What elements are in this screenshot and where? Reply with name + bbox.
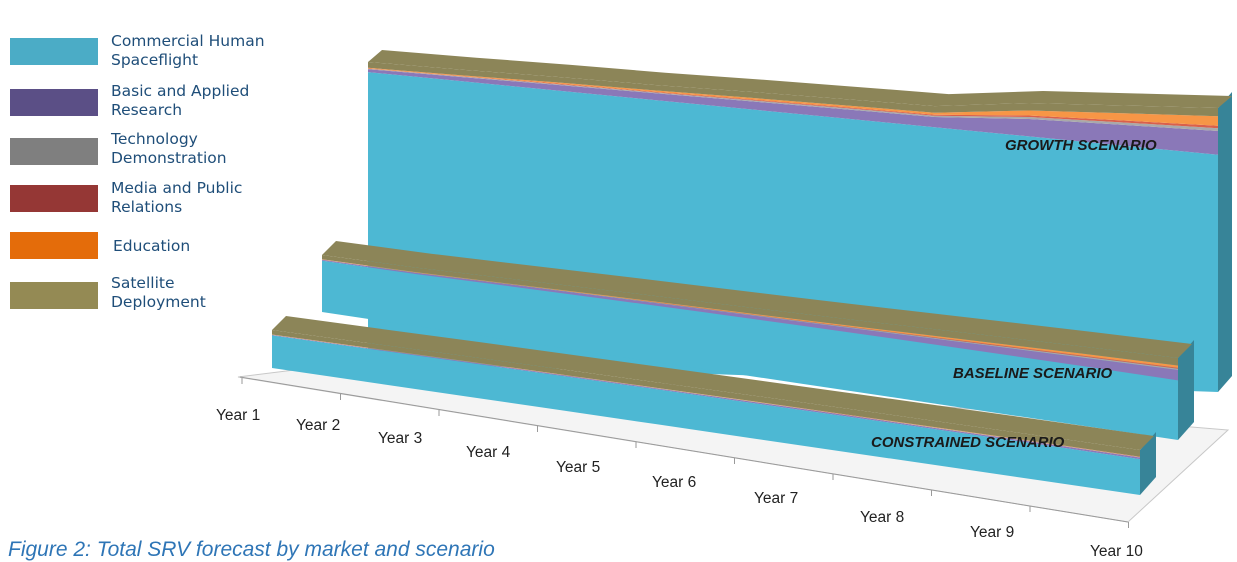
top-face-baseline-scenario	[322, 241, 1192, 358]
area-growth-scenario-media-and-public-relations	[368, 68, 1218, 129]
scenario-label-constrained-scenario: CONSTRAINED SCENARIO	[871, 434, 1065, 451]
figure-caption: Figure 2: Total SRV forecast by market a…	[8, 538, 495, 561]
area-growth-scenario-technology-demonstration	[368, 68, 1218, 131]
legend-label-commercial-human-spaceflight: Commercial Human Spaceflight	[111, 32, 265, 69]
scenario-label-baseline-scenario: BASELINE SCENARIO	[953, 365, 1113, 382]
top-face-growth-scenario	[368, 50, 1232, 108]
scenario-end-face-growth-scenario	[1218, 92, 1232, 392]
legend-label-media-and-public-relations: Media and Public Relations	[111, 179, 243, 216]
area-constrained-scenario-commercial-human-spaceflight	[272, 335, 1140, 495]
scenario-end-face-baseline-scenario	[1178, 340, 1194, 440]
x-tick-label-year-2: Year 2	[296, 417, 340, 434]
x-axis-line	[239, 376, 1129, 523]
area-baseline-scenario-commercial-human-spaceflight	[322, 260, 1178, 440]
x-tick-label-year-5: Year 5	[556, 459, 600, 476]
area-baseline-scenario-satellite-deployment	[322, 255, 1178, 366]
area-baseline-scenario-media-and-public-relations	[322, 259, 1178, 369]
legend-swatch-satellite-deployment	[10, 282, 98, 309]
scenario-baseline-scenario: BASELINE SCENARIO	[322, 241, 1194, 440]
area-growth-scenario-basic-and-applied-research	[368, 69, 1218, 155]
legend-swatch-education	[10, 232, 98, 259]
area-baseline-scenario-education	[322, 259, 1178, 368]
area-baseline-scenario-technology-demonstration	[322, 259, 1178, 370]
area-growth-scenario-education	[368, 67, 1218, 126]
legend-swatch-commercial-human-spaceflight	[10, 38, 98, 65]
x-tick-label-year-7: Year 7	[754, 490, 798, 507]
legend-label-technology-demonstration: Technology Demonstration	[111, 130, 227, 167]
area-baseline-scenario-basic-and-applied-research	[322, 259, 1178, 381]
area-growth-scenario-satellite-deployment	[368, 62, 1218, 117]
legend-label-satellite-deployment: Satellite Deployment	[111, 274, 206, 311]
legend-swatch-technology-demonstration	[10, 138, 98, 165]
legend-swatch-media-and-public-relations	[10, 185, 98, 212]
area-constrained-scenario-basic-and-applied-research	[272, 334, 1140, 460]
scenario-end-face-constrained-scenario	[1140, 432, 1156, 495]
scenario-label-growth-scenario: GROWTH SCENARIO	[1005, 137, 1157, 154]
legend-label-education: Education	[113, 237, 191, 255]
x-tick-label-year-9: Year 9	[970, 524, 1014, 541]
top-face-constrained-scenario	[272, 316, 1154, 450]
x-tick-label-year-10: Year 10	[1090, 543, 1143, 560]
scenario-constrained-scenario: CONSTRAINED SCENARIO	[272, 316, 1156, 495]
legend-swatch-basic-and-applied-research	[10, 89, 98, 116]
x-tick-label-year-3: Year 3	[378, 430, 422, 447]
legend-label-basic-and-applied-research: Basic and Applied Research	[111, 82, 250, 119]
x-tick-label-year-1: Year 1	[216, 407, 260, 424]
x-tick-label-year-6: Year 6	[652, 474, 696, 491]
x-tick-label-year-4: Year 4	[466, 444, 511, 461]
x-tick-label-year-8: Year 8	[860, 509, 904, 526]
area-constrained-scenario-satellite-deployment	[272, 330, 1140, 457]
